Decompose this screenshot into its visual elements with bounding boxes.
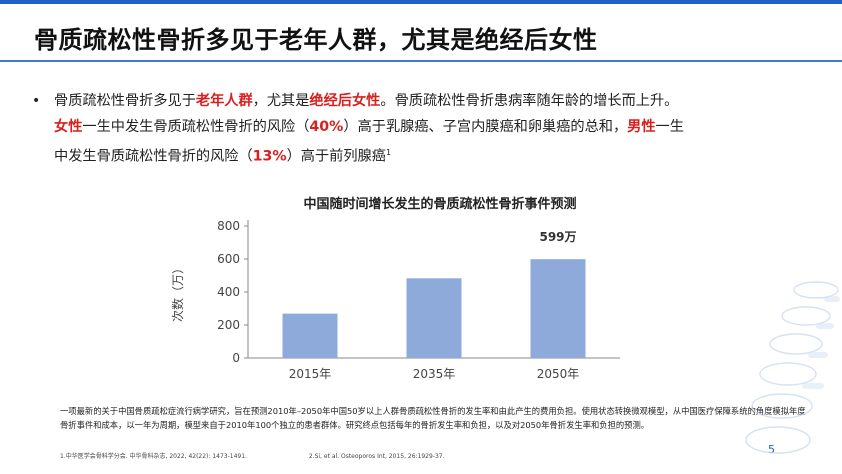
title-divider [0, 60, 842, 62]
y-tick-label: 200 [217, 318, 240, 332]
bullet-line-2: 女性一生中发生骨质疏松性骨折的风险（40%）高于乳腺癌、子宫内膜癌和卵巢癌的总和… [54, 114, 814, 140]
y-tick-label: 400 [217, 285, 240, 299]
highlight-text: 男性 [627, 119, 656, 135]
text-segment: ）高于前列腺癌 [286, 148, 386, 165]
reference-2: 2.Si, et al. Osteoporos Int, 2015, 26:19… [308, 453, 445, 460]
references: 1.中华医学会骨科学分会. 中华骨科杂志, 2022, 42(22): 1473… [60, 451, 560, 460]
x-tick-label: 2015年 [289, 367, 332, 381]
x-tick-label: 2050年 [537, 367, 580, 381]
page-number: 5 [768, 443, 775, 456]
reference-1: 1.中华医学会骨科学分会. 中华骨科杂志, 2022, 42(22): 1473… [60, 453, 247, 460]
spine-watermark-icon [745, 281, 840, 454]
slide-title: 骨质疏松性骨折多见于老年人群，尤其是绝经后女性 [34, 26, 598, 54]
text-segment: 骨质疏松性骨折多见于 [54, 93, 196, 109]
y-tick-label: 800 [217, 219, 240, 233]
highlight-text: 40% [309, 119, 344, 135]
text-segment: 。骨质疏松性骨折患病率随年龄的增长而上升。 [380, 93, 679, 109]
highlight-text: 绝经后女性 [309, 93, 381, 109]
footnote: 一项最新的关于中国骨质疏松症流行病学研究，旨在预测2010年–2050年中国50… [60, 406, 806, 430]
bullet-block: • 骨质疏松性骨折多见于老年人群，尤其是绝经后女性。骨质疏松性骨折患病率随年龄的… [32, 88, 814, 170]
text-segment: 一生 [655, 119, 684, 135]
y-axis-label: 次数（万） [170, 262, 185, 322]
text-segment: ）高于乳腺癌、子宫内膜癌和卵巢癌的总和， [343, 119, 628, 135]
bullet-line-1: 骨质疏松性骨折多见于老年人群，尤其是绝经后女性。骨质疏松性骨折患病率随年龄的增长… [54, 88, 814, 114]
chart-title: 中国随时间增长发生的骨质疏松性骨折事件预测 [303, 197, 577, 212]
bullet-dot: • [32, 93, 41, 109]
highlight-text: 13% [252, 148, 287, 165]
highlight-text: 老年人群 [195, 93, 253, 109]
data-label: 599万 [539, 230, 576, 244]
bar-2050年 [530, 259, 586, 358]
top-accent-bar [0, 0, 842, 4]
x-tick-label: 2035年 [413, 367, 456, 381]
bar-2015年 [282, 313, 338, 358]
bullet-line-3: 中发生骨质疏松性骨折的风险（13%）高于前列腺癌1 [54, 140, 814, 170]
bar-chart: 次数（万） 0 200 400 600 800 2015年 2035年 2050年 599万 [170, 219, 620, 381]
text-segment: 中发生骨质疏松性骨折的风险（ [54, 148, 253, 165]
reference-superscript: 1 [385, 148, 392, 157]
text-segment: 一生中发生骨质疏松性骨折的风险（ [82, 119, 310, 135]
y-tick-label: 600 [217, 252, 240, 266]
highlight-text: 女性 [54, 119, 83, 135]
y-tick-label: 0 [232, 351, 240, 365]
bar-2035年 [406, 278, 462, 358]
text-segment: ，尤其是 [252, 93, 310, 109]
